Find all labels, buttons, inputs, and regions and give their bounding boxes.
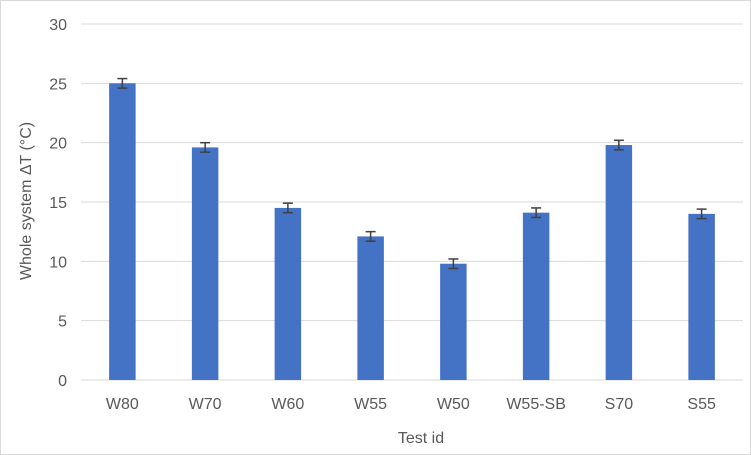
bars xyxy=(109,83,715,380)
x-tick-labels: W80 W70 W60 W55 W50 W55-SB S70 S55 xyxy=(106,396,716,413)
y-tick-label: 25 xyxy=(49,76,67,93)
x-tick-label: S70 xyxy=(605,396,634,413)
error-bar-w55-sb xyxy=(531,207,542,219)
x-tick-label: W50 xyxy=(437,396,470,413)
y-tick-label: 5 xyxy=(58,314,67,331)
x-tick-label: W60 xyxy=(271,396,304,413)
error-bar-s70 xyxy=(613,139,624,151)
error-bars xyxy=(117,77,707,270)
error-bar-s55 xyxy=(696,208,707,220)
error-bar-w70 xyxy=(200,141,211,153)
y-tick-label: 15 xyxy=(49,195,67,212)
bar-w55-sb xyxy=(522,212,550,380)
error-bar-w50 xyxy=(448,258,459,270)
bar-w80 xyxy=(109,83,136,380)
y-axis-title: Whole system ΔT (°C) xyxy=(18,122,35,280)
y-tick-labels: 0 5 10 15 20 25 30 xyxy=(49,17,67,390)
bar-s55 xyxy=(688,213,715,380)
bar-w70 xyxy=(191,147,219,380)
x-tick-label: W70 xyxy=(189,396,222,413)
y-tick-label: 10 xyxy=(49,254,67,271)
y-tick-label: 0 xyxy=(58,373,67,390)
x-axis-title: Test id xyxy=(398,430,444,447)
bar-s70 xyxy=(605,145,633,380)
error-bar-w80 xyxy=(117,77,128,89)
x-tick-label: W55 xyxy=(354,396,387,413)
error-bar-w55 xyxy=(365,230,376,242)
bar-w50 xyxy=(440,263,467,380)
x-tick-label: W80 xyxy=(106,396,139,413)
y-tick-label: 20 xyxy=(49,136,67,153)
bar-w60 xyxy=(274,207,302,380)
x-tick-label: W55-SB xyxy=(506,396,566,413)
gridlines xyxy=(81,23,743,381)
bar-w55 xyxy=(357,236,384,380)
x-tick-label: S55 xyxy=(687,396,716,413)
error-bar-w60 xyxy=(282,202,293,214)
y-tick-label: 30 xyxy=(49,17,67,34)
